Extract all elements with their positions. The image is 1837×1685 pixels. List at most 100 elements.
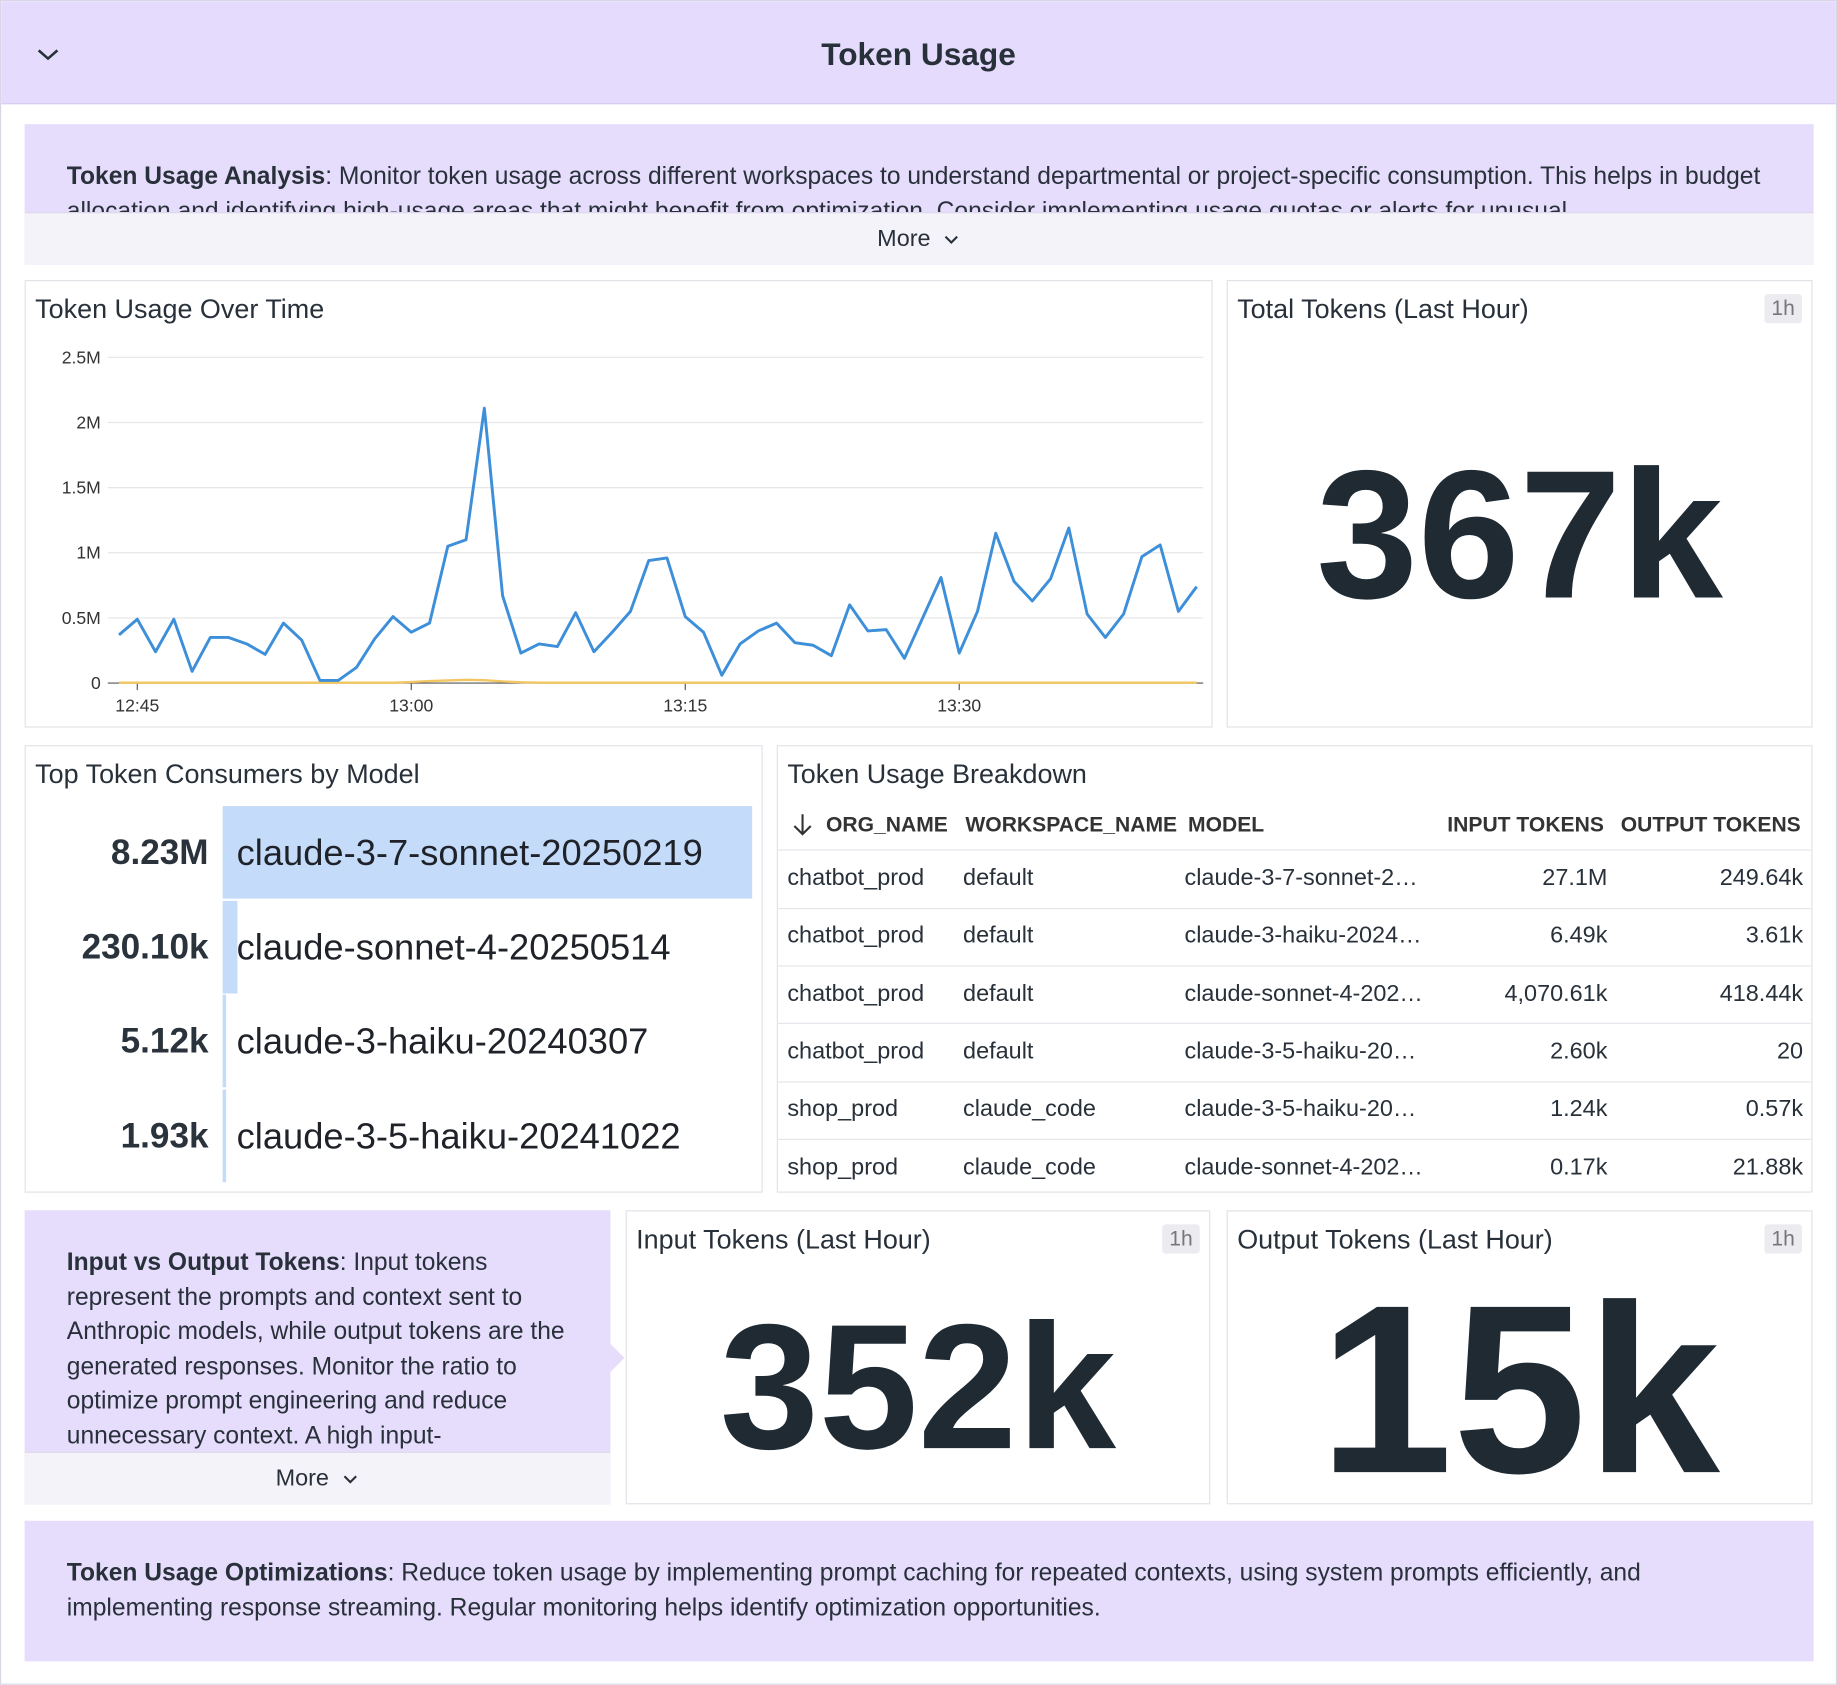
note-text: Token Usage Optimizations: Reduce token … — [67, 1556, 1779, 1625]
toplist-widget: 8.23M claude-3-7-sonnet-20250219 230.10k cl… — [24, 745, 763, 1193]
table-cell: claude_code — [963, 1154, 1096, 1180]
table-cell: claude-sonnet-4-202… — [1184, 1154, 1423, 1180]
x-tick-label: 12:45 — [115, 695, 159, 715]
table-cell: chatbot_prod — [787, 1038, 925, 1065]
table-cell: 6.49k — [1550, 922, 1608, 949]
more-button[interactable]: More — [24, 1451, 611, 1505]
widget-title: Output Tokens (Last Hour) — [1237, 1223, 1553, 1255]
table-cell: chatbot_prod — [787, 922, 925, 949]
query-value-widget: Output Tokens (Last Hour) 1h 15k — [1226, 1210, 1813, 1510]
table-cell: 1.24k — [1550, 1096, 1608, 1123]
query-value: 15k — [1319, 1255, 1720, 1524]
query-value-widget: Input Tokens (Last Hour) 1h 352k — [625, 1210, 1211, 1505]
more-label: More — [877, 225, 931, 252]
widget-title: Top Token Consumers by Model — [35, 758, 420, 790]
table-cell: 0.17k — [1550, 1154, 1608, 1180]
table-cell: shop_prod — [787, 1154, 899, 1180]
more-button[interactable]: More — [24, 212, 1814, 265]
bar — [222, 994, 227, 1088]
table-cell: claude-3-5-haiku-20… — [1184, 1096, 1417, 1123]
table-cell: claude-3-7-sonnet-2… — [1184, 865, 1418, 892]
collapse-icon[interactable] — [34, 41, 62, 69]
table-cell: claude_code — [963, 1096, 1096, 1123]
note-label: Token Usage Analysis — [66, 162, 326, 190]
table-widget: Token Usage Breakdown ORG_NAME WORKSPACE_… — [776, 745, 1813, 1193]
series-line — [118, 406, 1198, 682]
row-divider — [777, 1080, 1812, 1082]
category-label: claude-3-haiku-20240307 — [237, 1020, 649, 1061]
category-label: claude-sonnet-4-20250514 — [237, 927, 671, 968]
widget-title: Token Usage Over Time — [35, 293, 325, 324]
value-label: 230.10k — [82, 928, 209, 967]
table-cell: claude-3-haiku-2024… — [1184, 922, 1422, 949]
column-header: MODEL — [1188, 812, 1265, 836]
timeseries-widget: 0 0.5M 1M 1.5M 2M 2.5M 12:45 13:00 13:15 13:30 To… — [24, 280, 1213, 728]
column-header: WORKSPACE_NAME — [965, 812, 1178, 836]
table-cell: 249.64k — [1719, 865, 1804, 892]
row-divider — [777, 965, 1812, 967]
table-cell: 4,070.61k — [1504, 980, 1608, 1007]
more-icon — [343, 1475, 357, 1484]
table-cell: default — [963, 1038, 1034, 1065]
table-cell: chatbot_prod — [787, 980, 925, 1007]
table-cell: 21.88k — [1732, 1154, 1804, 1180]
category-label: claude-3-7-sonnet-20250219 — [237, 832, 703, 873]
table-cell: default — [963, 922, 1034, 949]
time-badge: 1h — [1764, 1224, 1802, 1254]
note-label: Input vs Output Tokens — [66, 1248, 340, 1276]
y-tick-label: 1M — [76, 543, 100, 563]
table-cell: 0.57k — [1745, 1096, 1804, 1123]
table-cell: 418.44k — [1719, 980, 1804, 1007]
note-widget: Input vs Output Tokens: Input tokens rep… — [24, 1210, 611, 1505]
value-label: 8.23M — [111, 833, 209, 872]
table-cell: 27.1M — [1542, 865, 1608, 892]
header-divider — [777, 849, 1812, 851]
note-widget: Token Usage Optimizations: Reduce token … — [24, 1520, 1814, 1662]
widget-title: Token Usage Breakdown — [787, 758, 1087, 790]
group-header[interactable]: Token Usage — [1, 1, 1836, 105]
table-cell: claude-3-5-haiku-20… — [1184, 1038, 1417, 1065]
y-tick-label: 1.5M — [62, 478, 101, 498]
widget-title: Total Tokens (Last Hour) — [1237, 293, 1529, 324]
table-cell: default — [963, 980, 1034, 1007]
table-cell: chatbot_prod — [787, 865, 925, 892]
table-cell: 3.61k — [1745, 922, 1804, 949]
y-tick-label: 2M — [76, 412, 100, 432]
more-icon — [945, 235, 959, 245]
value-label: 5.12k — [121, 1021, 209, 1060]
y-tick-label: 0 — [91, 673, 101, 693]
series-line — [119, 678, 1197, 684]
x-tick-label: 13:30 — [937, 695, 981, 715]
note-widget: Token Usage Analysis: Monitor token usag… — [24, 124, 1814, 265]
note-label: Token Usage Optimizations — [66, 1559, 388, 1587]
x-tick-label: 13:15 — [663, 695, 707, 715]
bar — [222, 1089, 227, 1183]
table-cell: default — [963, 865, 1034, 892]
sort-icon[interactable] — [790, 812, 816, 838]
value-label: 1.93k — [121, 1116, 209, 1155]
query-value: 352k — [719, 1287, 1117, 1487]
column-header: OUTPUT TOKENS — [1620, 812, 1801, 836]
column-header: ORG_NAME — [825, 812, 948, 836]
line-chart: 0 0.5M 1M 1.5M 2M 2.5M 12:45 13:00 13:15 13:30 — [62, 347, 1204, 715]
note-body: : Input tokens represent the prompts and… — [66, 1248, 565, 1449]
bar — [222, 900, 238, 994]
group-title: Token Usage — [821, 36, 1016, 73]
note-body: : Reduce token usage by implementing pro… — [66, 1559, 1641, 1621]
bar — [222, 806, 753, 899]
query-value: 367k — [1316, 433, 1723, 638]
note-text: Input vs Output Tokens: Input tokens rep… — [67, 1245, 575, 1452]
time-badge: 1h — [1162, 1224, 1200, 1254]
table-cell: shop_prod — [787, 1096, 899, 1123]
time-badge: 1h — [1764, 294, 1802, 324]
column-header: INPUT TOKENS — [1447, 812, 1604, 836]
row-divider — [777, 1138, 1812, 1140]
x-tick-label: 13:00 — [389, 695, 433, 715]
category-label: claude-3-5-haiku-20241022 — [237, 1115, 681, 1156]
query-value-widget: Total Tokens (Last Hour) 1h 367k — [1226, 280, 1813, 728]
widget-title: Input Tokens (Last Hour) — [636, 1223, 931, 1255]
note-pointer — [610, 1343, 625, 1372]
row-divider — [777, 907, 1812, 909]
